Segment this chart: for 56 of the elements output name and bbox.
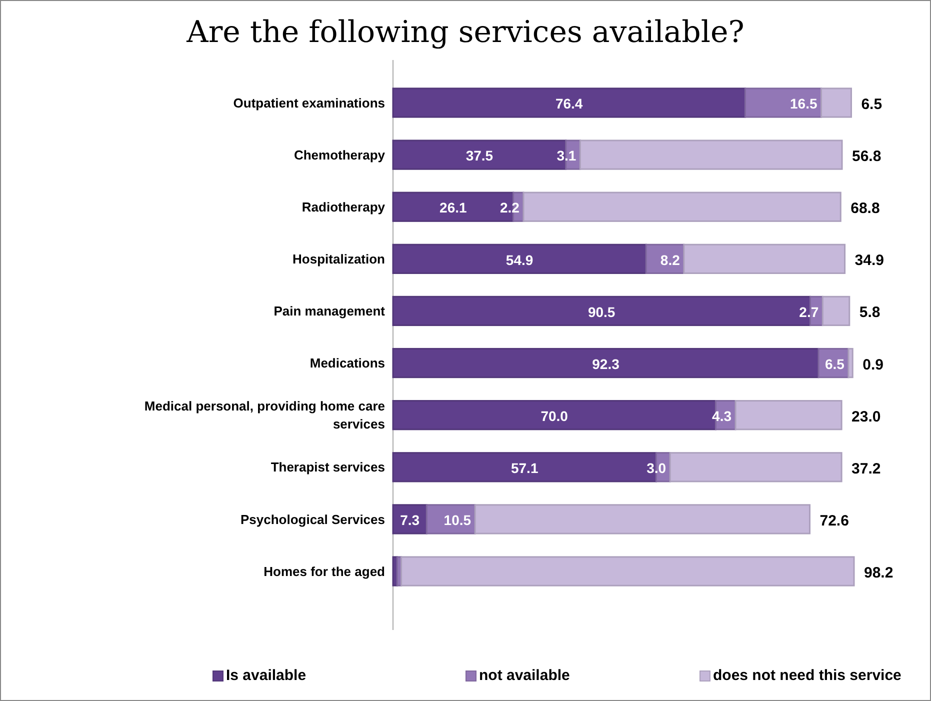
bar bbox=[820, 88, 852, 118]
bar bbox=[474, 504, 810, 534]
y-tick-label: Outpatient examinations bbox=[233, 95, 385, 110]
y-tick-label: Medical personal, providing home care services bbox=[144, 398, 385, 432]
y-tick-label: Chemotherapy bbox=[294, 147, 386, 162]
data-label: 98.2 bbox=[864, 564, 894, 582]
data-label: 92.3 bbox=[592, 356, 620, 372]
y-tick-label: Psychological Services bbox=[240, 512, 385, 527]
y-tick-label: Radiotherapy bbox=[302, 199, 386, 214]
bar bbox=[400, 556, 855, 586]
chart-title: Are the following services available? bbox=[186, 15, 744, 50]
data-label: 37.2 bbox=[852, 460, 881, 478]
bar bbox=[669, 452, 842, 482]
data-label: 54.9 bbox=[506, 252, 534, 268]
data-label: 76.4 bbox=[555, 96, 583, 112]
y-tick-label: Hospitalization bbox=[292, 251, 386, 266]
data-label: 57.1 bbox=[510, 460, 538, 476]
data-label: 68.8 bbox=[850, 200, 880, 218]
data-label: 90.5 bbox=[588, 304, 616, 320]
data-label: 10.5 bbox=[444, 512, 472, 528]
data-label: 23.0 bbox=[852, 408, 881, 426]
bar bbox=[744, 88, 822, 118]
legend-label: Is available bbox=[226, 667, 306, 684]
data-label: 34.9 bbox=[854, 252, 884, 270]
bar bbox=[734, 400, 842, 430]
bar bbox=[522, 192, 842, 222]
data-label: 0.9 bbox=[862, 356, 884, 374]
data-label: 8.2 bbox=[660, 252, 680, 268]
data-label: 2.7 bbox=[799, 304, 819, 320]
y-tick-label: Homes for the aged bbox=[264, 564, 386, 579]
y-tick-label: Medications bbox=[310, 356, 385, 371]
bar bbox=[579, 140, 843, 170]
data-label: 3.0 bbox=[646, 460, 666, 476]
bar bbox=[392, 88, 746, 118]
legend-label: not available bbox=[479, 667, 570, 684]
data-label: 6.5 bbox=[825, 356, 845, 372]
data-label: 4.3 bbox=[712, 408, 732, 424]
data-label: 56.8 bbox=[852, 148, 882, 166]
data-label: 16.5 bbox=[790, 96, 818, 112]
data-label: 6.5 bbox=[861, 96, 882, 113]
data-label: 2.2 bbox=[500, 200, 520, 216]
data-label: 5.8 bbox=[859, 304, 880, 322]
data-label: 26.1 bbox=[440, 200, 467, 216]
bar bbox=[822, 296, 850, 326]
data-label: 3.1 bbox=[556, 148, 576, 164]
legend-label: does not need this service bbox=[713, 667, 902, 684]
bar bbox=[392, 244, 647, 274]
data-label: 70.0 bbox=[540, 408, 568, 424]
y-tick-label: Pain management bbox=[274, 304, 386, 319]
bar bbox=[683, 244, 846, 274]
bar bbox=[392, 348, 820, 378]
y-tick-label: Therapist services bbox=[270, 460, 385, 475]
data-label: 72.6 bbox=[820, 512, 849, 530]
data-label: 7.3 bbox=[400, 512, 420, 528]
bar bbox=[848, 348, 854, 378]
data-label: 37.5 bbox=[466, 148, 494, 164]
